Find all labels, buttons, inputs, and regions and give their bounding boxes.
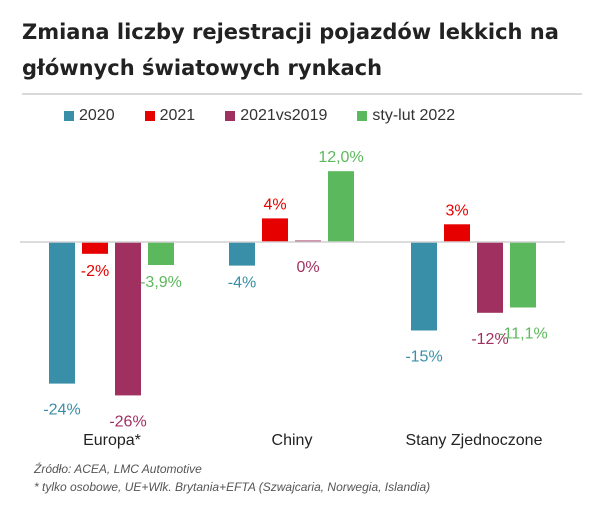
bar: [229, 242, 255, 266]
category-label: Stany Zjednoczone: [406, 432, 543, 449]
bar: [148, 242, 174, 266]
data-label: -12%: [471, 331, 508, 348]
data-label: -11,1%: [498, 325, 548, 342]
legend-label: 2020: [79, 107, 115, 124]
bar: [115, 242, 141, 396]
data-label: 4%: [263, 196, 286, 213]
bar: [510, 242, 536, 308]
bar: [444, 224, 470, 242]
chart-legend: 2020 2021 2021vs2019 sty-lut 2022: [64, 103, 485, 129]
title-divider: [22, 93, 582, 95]
legend-label: sty-lut 2022: [372, 107, 456, 124]
title-line-1: Zmiana liczby rejestracji pojazdów lekki…: [22, 20, 559, 44]
bar: [262, 218, 288, 242]
data-label: -2%: [81, 263, 109, 280]
category-label: Chiny: [272, 432, 313, 449]
bar: [82, 242, 108, 254]
data-label: -15%: [405, 349, 442, 366]
legend-item-2021: 2021: [144, 107, 196, 125]
bar: [49, 242, 75, 384]
data-label: -4%: [228, 275, 256, 292]
source-line: Źródło: ACEA, LMC Automotive: [34, 462, 202, 476]
legend-swatch: [357, 111, 368, 121]
bar: [328, 171, 354, 242]
legend-swatch: [64, 111, 74, 121]
data-label: 12,0%: [318, 149, 363, 166]
category-label: Europa*: [83, 432, 141, 449]
bar: [411, 242, 437, 331]
title-line-2: głównych światowych rynkach: [22, 56, 383, 80]
legend-label: 2021: [159, 107, 196, 124]
legend-item-2020: 2020: [64, 107, 115, 125]
legend-item-2021vs2019: 2021vs2019: [225, 107, 327, 125]
legend-label: 2021vs2019: [240, 107, 328, 124]
data-label: -26%: [109, 413, 146, 430]
legend-swatch: [225, 111, 236, 121]
source-note: Źródło: ACEA, LMC Automotive * tylko oso…: [34, 460, 430, 496]
chart-title: Zmiana liczby rejestracji pojazdów lekki…: [22, 14, 582, 86]
data-label: 0%: [296, 259, 319, 276]
data-label: -24%: [43, 402, 80, 419]
bar: [477, 242, 503, 313]
footnote-line: * tylko osobowe, UE+Wlk. Brytania+EFTA (…: [34, 480, 431, 494]
legend-item-sty-lut-2022: sty-lut 2022: [357, 107, 455, 125]
data-label: -3,9%: [140, 274, 182, 291]
legend-swatch: [144, 111, 155, 121]
data-label: 3%: [445, 202, 468, 219]
